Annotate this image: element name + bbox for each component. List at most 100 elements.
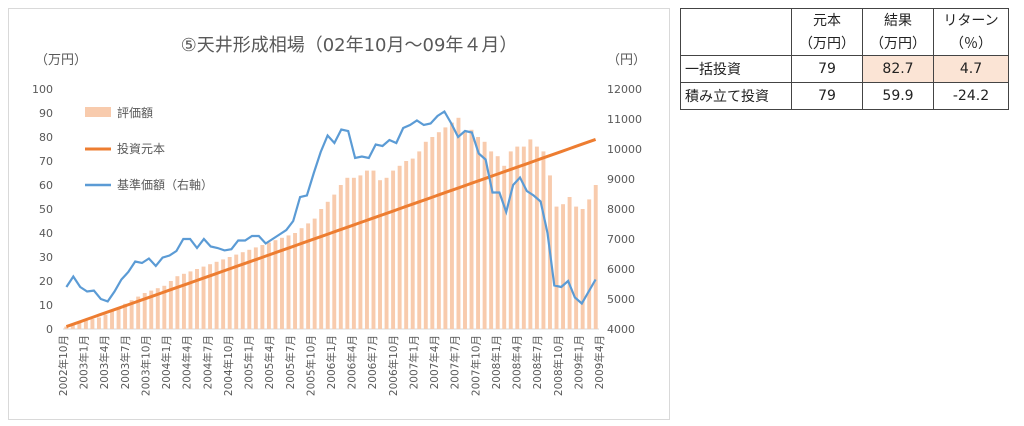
valuation-bar	[136, 296, 141, 329]
valuation-bar	[253, 247, 258, 329]
header-return: リターン	[933, 8, 1009, 32]
valuation-bar	[168, 281, 173, 329]
chart-title: ⑤天井形成相場（02年10月～09年４月）	[180, 35, 518, 56]
valuation-bar	[378, 180, 382, 329]
valuation-bar	[482, 141, 487, 329]
x-axis-tick: 2006年4月	[346, 335, 359, 389]
x-axis-tick: 2007年1月	[407, 335, 420, 389]
valuation-bar	[201, 266, 206, 329]
left-axis-tick: 80	[39, 131, 53, 144]
row-return: -24.2	[933, 82, 1009, 110]
x-axis-tick: 2003年10月	[139, 335, 152, 396]
row-label: 一括投資	[680, 55, 792, 83]
header-empty-cell	[680, 8, 792, 32]
header-empty-cell	[680, 32, 792, 56]
valuation-bar	[489, 151, 494, 329]
x-axis-tick: 2002年10月	[57, 335, 70, 396]
valuation-bar	[312, 218, 317, 329]
left-axis-tick: 20	[39, 275, 53, 288]
x-axis-tick: 2004年10月	[222, 335, 235, 396]
x-axis-tick: 2005年7月	[284, 335, 297, 389]
valuation-bar	[227, 257, 232, 329]
right-axis-tick: 5000	[607, 293, 635, 306]
valuation-bar	[515, 146, 520, 329]
valuation-bar	[195, 269, 199, 329]
valuation-bar	[423, 141, 428, 329]
valuation-bar	[567, 197, 572, 329]
valuation-bar	[64, 326, 69, 329]
valuation-bar	[351, 177, 356, 329]
right-axis-unit: （円）	[607, 53, 647, 68]
valuation-bar	[574, 206, 579, 329]
x-axis-tick: 2005年10月	[304, 335, 317, 396]
valuation-bar	[273, 240, 278, 329]
header-result: 結果	[862, 8, 934, 32]
chart-container: ⑤天井形成相場（02年10月～09年４月） （万円） （円） 0 10 20 30 40…	[8, 8, 670, 420]
valuation-bar	[495, 156, 500, 329]
left-axis-tick: 50	[39, 203, 53, 216]
header-principal-unit: （万円）	[791, 32, 863, 56]
x-axis-tick: 2008年7月	[531, 335, 544, 389]
valuation-bar	[358, 175, 363, 329]
valuation-bar	[325, 201, 330, 329]
header-result-unit: （万円）	[862, 32, 934, 56]
valuation-bar	[443, 127, 448, 330]
valuation-bar	[280, 237, 284, 329]
valuation-bar	[116, 307, 121, 329]
valuation-bar	[561, 204, 566, 329]
valuation-bar	[364, 170, 369, 329]
valuation-bar	[391, 170, 396, 329]
valuation-bar	[123, 303, 128, 329]
x-axis-tick: 2006年7月	[366, 335, 379, 389]
valuation-bar	[103, 314, 108, 329]
right-axis-tick: 6000	[607, 263, 635, 276]
valuation-bar	[593, 185, 598, 329]
valuation-bar	[247, 249, 252, 329]
x-axis-tick: 2008年4月	[511, 335, 524, 389]
x-axis-tick: 2006年10月	[387, 335, 400, 396]
valuation-bar	[83, 320, 88, 329]
valuation-bar	[508, 151, 513, 329]
x-axis-tick: 2003年1月	[78, 335, 91, 389]
valuation-bar	[208, 264, 213, 329]
x-axis-tick: 2003年7月	[119, 335, 132, 389]
valuation-bar	[110, 311, 114, 329]
valuation-bar	[149, 290, 154, 329]
x-axis-tick: 2007年7月	[449, 335, 462, 389]
comparison-table: 元本 結果 リターン （万円） （万円） （％） 一括投資 79 82.7 4.…	[680, 8, 1009, 110]
valuation-bar	[384, 177, 389, 329]
left-axis-tick: 100	[32, 83, 53, 96]
valuation-bar	[397, 165, 402, 329]
valuation-bar	[90, 318, 95, 329]
right-axis-tick: 12000	[607, 83, 642, 96]
valuation-bar	[410, 158, 415, 329]
valuation-bar	[162, 285, 167, 329]
valuation-bar	[293, 233, 298, 329]
valuation-bar	[469, 129, 474, 329]
valuation-bar	[345, 177, 350, 329]
valuation-bar	[417, 151, 422, 329]
chart-plot: 0 10 20 30 40 50 60 70 80 90 100 4000 5000 6000 7000 80…	[32, 83, 642, 396]
valuation-bar	[404, 161, 409, 329]
left-axis-tick: 10	[39, 299, 53, 312]
valuation-bar	[476, 137, 481, 329]
valuation-bar	[129, 300, 134, 329]
right-axis-tick: 7000	[607, 233, 635, 246]
valuation-bar	[319, 209, 324, 329]
valuation-bar	[299, 228, 304, 329]
valuation-bar	[541, 151, 546, 329]
right-axis-tick: 9000	[607, 173, 635, 186]
valuation-bar	[77, 322, 82, 329]
left-axis-tick: 30	[39, 251, 53, 264]
x-axis-tick: 2005年4月	[263, 335, 276, 389]
valuation-bar	[449, 122, 454, 329]
legend-bar-swatch	[85, 107, 111, 117]
left-axis-tick: 40	[39, 227, 53, 240]
valuation-bar	[234, 254, 239, 329]
valuation-bar	[338, 185, 343, 329]
left-axis-tick: 70	[39, 155, 53, 168]
right-axis-tick: 10000	[607, 143, 642, 156]
x-axis-tick: 2008年10月	[552, 335, 565, 396]
valuation-bar	[534, 146, 539, 329]
valuation-bar	[175, 276, 180, 329]
